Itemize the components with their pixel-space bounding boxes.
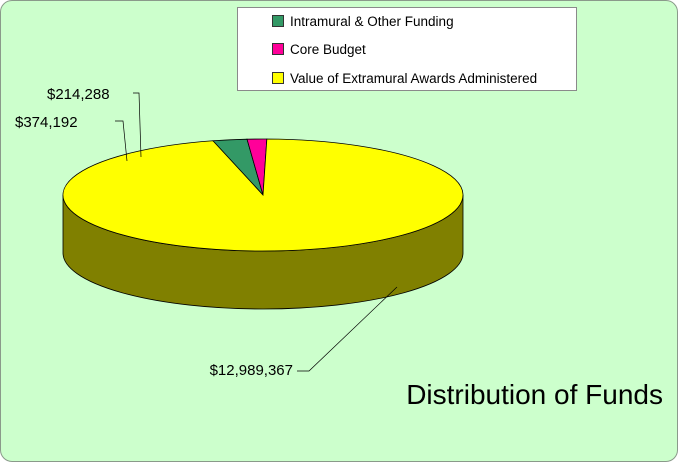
chart-title: Distribution of Funds xyxy=(406,379,663,410)
legend-swatch-core-budget xyxy=(272,43,284,55)
data-label-core-budget: $214,288 xyxy=(47,86,110,103)
legend-swatch-intramural xyxy=(272,15,284,27)
leader-line-extramural xyxy=(297,286,398,372)
legend-swatch-extramural xyxy=(272,72,284,84)
data-label-extramural: $12,989,367 xyxy=(210,362,293,379)
legend-label-extramural: Value of Extramural Awards Administered xyxy=(290,70,538,86)
legend: Intramural & Other Funding Core Budget V… xyxy=(237,7,577,91)
pie-slice-extramural xyxy=(62,138,464,252)
legend-item-extramural: Value of Extramural Awards Administered xyxy=(272,70,537,86)
leader-line-core-budget xyxy=(133,92,142,158)
legend-item-intramural: Intramural & Other Funding xyxy=(272,13,454,29)
legend-label-intramural: Intramural & Other Funding xyxy=(290,13,454,29)
leader-line-intramural xyxy=(115,120,128,162)
data-label-intramural: $374,192 xyxy=(15,114,78,131)
legend-item-core-budget: Core Budget xyxy=(272,41,366,57)
legend-label-core-budget: Core Budget xyxy=(290,41,366,57)
